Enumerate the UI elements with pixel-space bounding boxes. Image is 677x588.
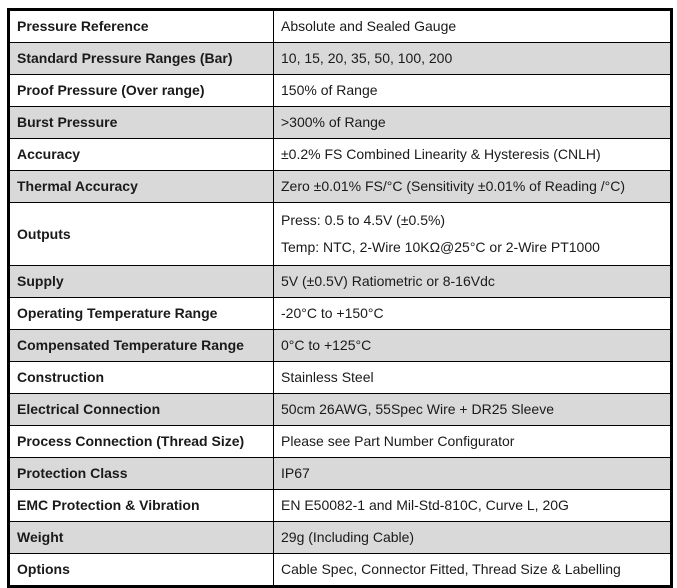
spec-value: 5V (±0.5V) Ratiometric or 8-16Vdc	[273, 265, 672, 298]
table-row: Pressure Reference Absolute and Sealed G…	[8, 9, 672, 43]
spec-table: Pressure Reference Absolute and Sealed G…	[7, 8, 673, 588]
spec-label: Compensated Temperature Range	[8, 329, 274, 362]
spec-value: 50cm 26AWG, 55Spec Wire + DR25 Sleeve	[273, 393, 672, 426]
table-row: EMC Protection & Vibration EN E50082-1 a…	[8, 489, 672, 522]
table-row: Options Cable Spec, Connector Fitted, Th…	[8, 553, 672, 587]
table-row: Outputs Press: 0.5 to 4.5V (±0.5%) Temp:…	[8, 202, 672, 266]
table-row: Compensated Temperature Range 0°C to +12…	[8, 329, 672, 362]
table-row: Burst Pressure >300% of Range	[8, 106, 672, 139]
table-row: Supply 5V (±0.5V) Ratiometric or 8-16Vdc	[8, 265, 672, 298]
spec-value: Absolute and Sealed Gauge	[273, 9, 672, 43]
spec-label: EMC Protection & Vibration	[8, 489, 274, 522]
spec-label: Protection Class	[8, 457, 274, 490]
spec-value: Stainless Steel	[273, 361, 672, 394]
spec-label: Standard Pressure Ranges (Bar)	[8, 42, 274, 75]
table-row: Standard Pressure Ranges (Bar) 10, 15, 2…	[8, 42, 672, 75]
table-row: Process Connection (Thread Size) Please …	[8, 425, 672, 458]
spec-label: Operating Temperature Range	[8, 297, 274, 330]
spec-value: 29g (Including Cable)	[273, 521, 672, 554]
spec-label: Supply	[8, 265, 274, 298]
spec-value: Press: 0.5 to 4.5V (±0.5%) Temp: NTC, 2-…	[273, 202, 672, 266]
table-row: Weight 29g (Including Cable)	[8, 521, 672, 554]
spec-label: Accuracy	[8, 138, 274, 171]
spec-label: Outputs	[8, 202, 274, 266]
spec-value: 0°C to +125°C	[273, 329, 672, 362]
spec-label: Construction	[8, 361, 274, 394]
spec-label: Thermal Accuracy	[8, 170, 274, 203]
spec-label: Options	[8, 553, 274, 587]
spec-label: Pressure Reference	[8, 9, 274, 43]
spec-value: 10, 15, 20, 35, 50, 100, 200	[273, 42, 672, 75]
spec-label: Burst Pressure	[8, 106, 274, 139]
spec-label: Proof Pressure (Over range)	[8, 74, 274, 107]
table-row: Accuracy ±0.2% FS Combined Linearity & H…	[8, 138, 672, 171]
spec-label: Weight	[8, 521, 274, 554]
spec-value: Please see Part Number Configurator	[273, 425, 672, 458]
spec-value: ±0.2% FS Combined Linearity & Hysteresis…	[273, 138, 672, 171]
spec-value: Zero ±0.01% FS/°C (Sensitivity ±0.01% of…	[273, 170, 672, 203]
spec-value: -20°C to +150°C	[273, 297, 672, 330]
document-page: Pressure Reference Absolute and Sealed G…	[7, 8, 673, 588]
table-row: Construction Stainless Steel	[8, 361, 672, 394]
spec-value: IP67	[273, 457, 672, 490]
spec-value: 150% of Range	[273, 74, 672, 107]
spec-label: Process Connection (Thread Size)	[8, 425, 274, 458]
table-row: Electrical Connection 50cm 26AWG, 55Spec…	[8, 393, 672, 426]
table-row: Operating Temperature Range -20°C to +15…	[8, 297, 672, 330]
table-row: Thermal Accuracy Zero ±0.01% FS/°C (Sens…	[8, 170, 672, 203]
spec-label: Electrical Connection	[8, 393, 274, 426]
spec-value: >300% of Range	[273, 106, 672, 139]
spec-value: Cable Spec, Connector Fitted, Thread Siz…	[273, 553, 672, 587]
table-row: Protection Class IP67	[8, 457, 672, 490]
table-row: Proof Pressure (Over range) 150% of Rang…	[8, 74, 672, 107]
spec-value: EN E50082-1 and Mil-Std-810C, Curve L, 2…	[273, 489, 672, 522]
